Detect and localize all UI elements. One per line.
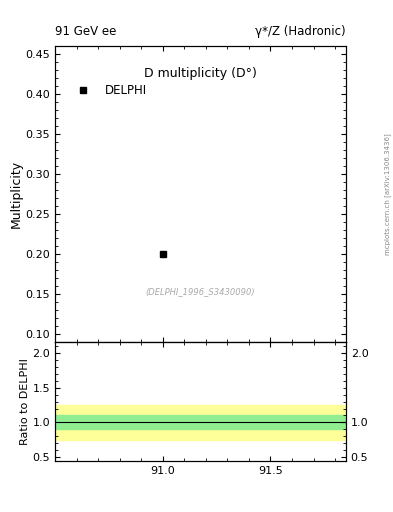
- Y-axis label: Ratio to DELPHI: Ratio to DELPHI: [20, 358, 29, 445]
- Text: D multiplicity (D°): D multiplicity (D°): [144, 67, 257, 80]
- Y-axis label: Multiplicity: Multiplicity: [10, 160, 23, 228]
- Text: mcplots.cern.ch [arXiv:1306.3436]: mcplots.cern.ch [arXiv:1306.3436]: [384, 134, 391, 255]
- Text: (DELPHI_1996_S3430090): (DELPHI_1996_S3430090): [146, 287, 255, 296]
- Bar: [55, 416, 346, 430]
- Text: 91 GeV ee: 91 GeV ee: [55, 26, 116, 38]
- Text: γ*/Z (Hadronic): γ*/Z (Hadronic): [255, 26, 346, 38]
- Bar: [55, 405, 346, 440]
- Text: DELPHI: DELPHI: [105, 83, 147, 97]
